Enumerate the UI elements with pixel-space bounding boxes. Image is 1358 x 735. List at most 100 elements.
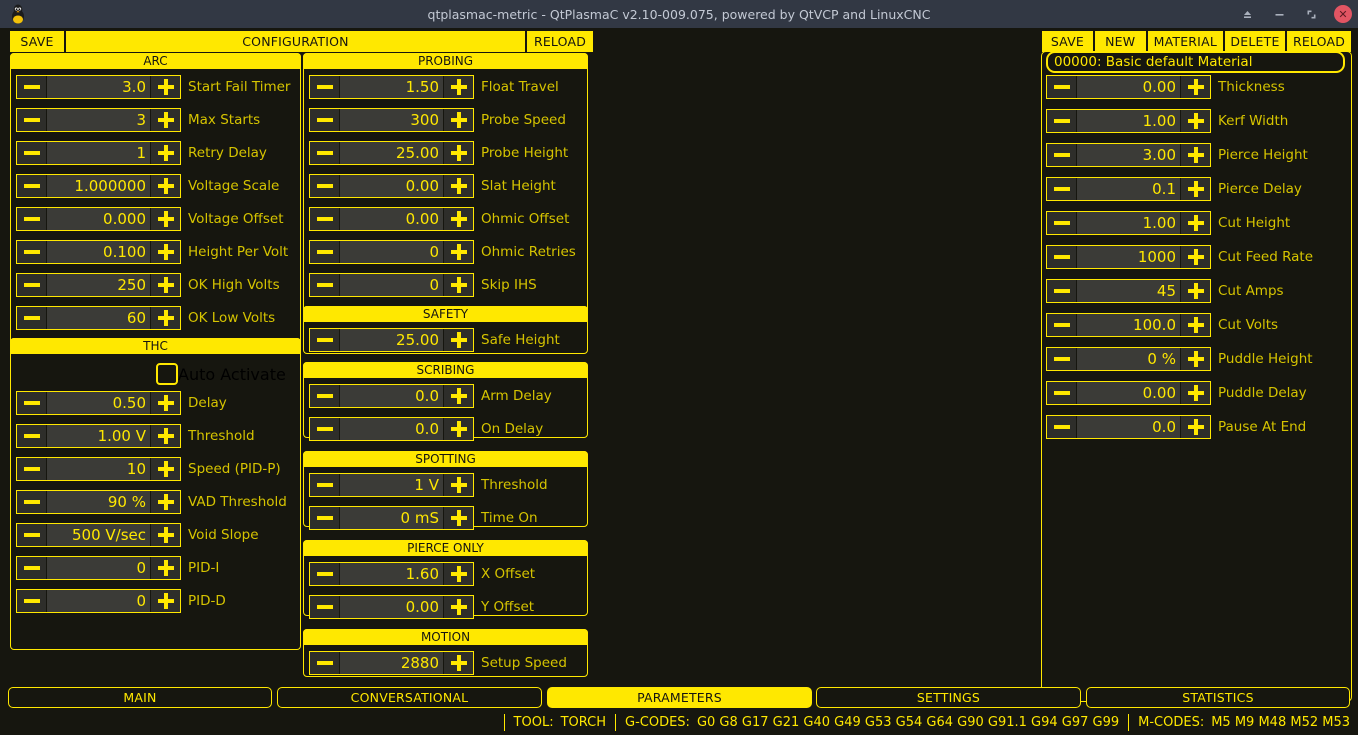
plus-icon[interactable] [443, 274, 473, 296]
plus-icon[interactable] [443, 596, 473, 618]
spinbox-value[interactable]: 25.00 [396, 331, 439, 349]
plus-icon[interactable] [150, 458, 180, 480]
plus-icon[interactable] [150, 208, 180, 230]
spinbox-thc-3[interactable]: 90 % [16, 490, 181, 514]
spinbox-material-2[interactable]: 3.00 [1046, 143, 1211, 167]
spinbox-value[interactable]: 1000 [1137, 248, 1176, 266]
material-reload-button[interactable]: RELOAD [1292, 34, 1346, 49]
minus-icon[interactable] [310, 76, 340, 98]
spinbox-value[interactable]: 1 [136, 144, 146, 162]
spinbox-value[interactable]: 0.100 [103, 243, 146, 261]
minus-icon[interactable] [1047, 178, 1077, 200]
minus-icon[interactable] [17, 109, 47, 131]
spinbox-safety-0[interactable]: 25.00 [309, 328, 474, 352]
plus-icon[interactable] [443, 507, 473, 529]
spinbox-value[interactable]: 10 [126, 460, 146, 478]
spinbox-arc-2[interactable]: 1 [16, 141, 181, 165]
minus-icon[interactable] [310, 175, 340, 197]
plus-icon[interactable] [443, 385, 473, 407]
config-reload-button[interactable]: RELOAD [533, 34, 587, 49]
spinbox-arc-0[interactable]: 3.0 [16, 75, 181, 99]
plus-icon[interactable] [1180, 416, 1210, 438]
spinbox-value[interactable]: 3 [136, 111, 146, 129]
spinbox-scribing-1[interactable]: 0.0 [309, 417, 474, 441]
spinbox-value[interactable]: 0 [136, 592, 146, 610]
spinbox-value[interactable]: 0.000 [103, 210, 146, 228]
minus-icon[interactable] [310, 274, 340, 296]
plus-icon[interactable] [150, 241, 180, 263]
minus-icon[interactable] [310, 474, 340, 496]
spinbox-material-7[interactable]: 100.0 [1046, 313, 1211, 337]
minus-icon[interactable] [1047, 212, 1077, 234]
spinbox-probing-2[interactable]: 25.00 [309, 141, 474, 165]
spinbox-value[interactable]: 25.00 [396, 144, 439, 162]
auto-activate-checkbox[interactable] [156, 363, 178, 385]
minus-icon[interactable] [17, 458, 47, 480]
minus-icon[interactable] [310, 418, 340, 440]
minus-icon[interactable] [310, 241, 340, 263]
spinbox-value[interactable]: 3.00 [1142, 146, 1176, 164]
plus-icon[interactable] [443, 418, 473, 440]
minus-icon[interactable] [310, 596, 340, 618]
minus-icon[interactable] [310, 142, 340, 164]
spinbox-thc-0[interactable]: 0.50 [16, 391, 181, 415]
plus-icon[interactable] [150, 392, 180, 414]
minimize-icon[interactable] [1270, 5, 1288, 23]
minus-icon[interactable] [310, 109, 340, 131]
plus-icon[interactable] [443, 329, 473, 351]
minus-icon[interactable] [310, 507, 340, 529]
plus-icon[interactable] [443, 474, 473, 496]
minus-icon[interactable] [17, 76, 47, 98]
plus-icon[interactable] [443, 241, 473, 263]
spinbox-value[interactable]: 1.00 [1142, 112, 1176, 130]
plus-icon[interactable] [150, 142, 180, 164]
spinbox-value[interactable]: 1 V [414, 476, 439, 494]
spinbox-thc-2[interactable]: 10 [16, 457, 181, 481]
spinbox-value[interactable]: 0 [136, 559, 146, 577]
material-save-button[interactable]: SAVE [1042, 31, 1095, 52]
plus-icon[interactable] [443, 76, 473, 98]
plus-icon[interactable] [443, 142, 473, 164]
minus-icon[interactable] [17, 142, 47, 164]
plus-icon[interactable] [1180, 348, 1210, 370]
spinbox-thc-5[interactable]: 0 [16, 556, 181, 580]
spinbox-arc-1[interactable]: 3 [16, 108, 181, 132]
auto-activate-row[interactable]: Auto Activate [156, 363, 286, 385]
minus-icon[interactable] [1047, 382, 1077, 404]
spinbox-material-9[interactable]: 0.00 [1046, 381, 1211, 405]
spinbox-probing-6[interactable]: 0 [309, 273, 474, 297]
minus-icon[interactable] [1047, 348, 1077, 370]
material-selector-combobox[interactable]: 00000: Basic default Material [1046, 51, 1345, 73]
spinbox-value[interactable]: 0 % [1147, 350, 1176, 368]
spinbox-value[interactable]: 45 [1156, 282, 1176, 300]
minus-icon[interactable] [17, 557, 47, 579]
spinbox-spotting-0[interactable]: 1 V [309, 473, 474, 497]
minus-icon[interactable] [310, 652, 340, 674]
restore-icon[interactable] [1302, 5, 1320, 23]
spinbox-value[interactable]: 500 V/sec [71, 526, 146, 544]
plus-icon[interactable] [150, 491, 180, 513]
spinbox-value[interactable]: 0 [429, 276, 439, 294]
spinbox-value[interactable]: 0.0 [415, 420, 439, 438]
spinbox-material-8[interactable]: 0 % [1046, 347, 1211, 371]
spinbox-probing-5[interactable]: 0 [309, 240, 474, 264]
shade-icon[interactable] [1238, 5, 1256, 23]
plus-icon[interactable] [150, 307, 180, 329]
minus-icon[interactable] [1047, 314, 1077, 336]
spinbox-value[interactable]: 0.0 [415, 387, 439, 405]
minus-icon[interactable] [17, 208, 47, 230]
spinbox-value[interactable]: 1.00 V [97, 427, 146, 445]
spinbox-probing-1[interactable]: 300 [309, 108, 474, 132]
spinbox-arc-7[interactable]: 60 [16, 306, 181, 330]
spinbox-value[interactable]: 1.000000 [74, 177, 146, 195]
minus-icon[interactable] [310, 385, 340, 407]
spinbox-motion-0[interactable]: 2880 [309, 651, 474, 675]
spinbox-arc-5[interactable]: 0.100 [16, 240, 181, 264]
plus-icon[interactable] [443, 652, 473, 674]
spinbox-value[interactable]: 0.0 [1152, 418, 1176, 436]
tab-conversational[interactable]: CONVERSATIONAL [277, 687, 542, 708]
spinbox-material-6[interactable]: 45 [1046, 279, 1211, 303]
tab-statistics[interactable]: STATISTICS [1086, 687, 1350, 708]
minus-icon[interactable] [1047, 76, 1077, 98]
minus-icon[interactable] [17, 491, 47, 513]
